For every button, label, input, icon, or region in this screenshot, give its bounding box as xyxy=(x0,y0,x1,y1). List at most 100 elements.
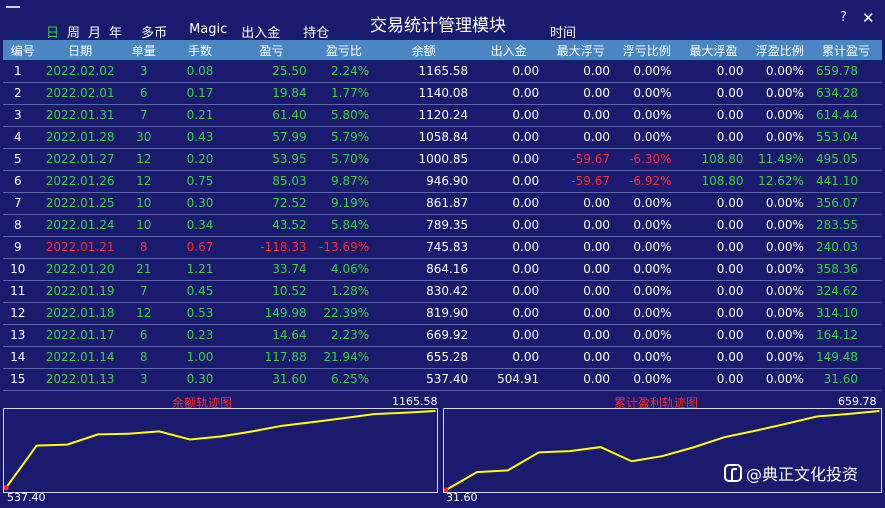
tab-deposit[interactable]: 出入金 xyxy=(241,26,281,41)
table-row[interactable]: 3 2022.01.31 7 0.21 61.40 5.80% 1120.24 0.00 0.0… xyxy=(3,104,882,127)
table-row[interactable]: 1 2022.02.02 3 0.08 25.50 2.24% 1165.58 0.00 0.0… xyxy=(3,60,882,83)
row-orders: 8 xyxy=(117,236,170,259)
time-label[interactable]: 时间 xyxy=(550,26,577,41)
row-max-float-gain: 0.00 xyxy=(677,126,750,149)
table-row[interactable]: 4 2022.01.28 30 0.43 57.99 5.79% 1058.84 0.00 0.… xyxy=(3,126,882,149)
row-max-float-loss: -59.67 xyxy=(545,148,617,171)
start-marker xyxy=(443,487,449,493)
row-lots: 0.23 xyxy=(169,324,231,347)
col-header-float-loss-ratio[interactable]: 浮亏比例 xyxy=(616,40,678,60)
table-row[interactable]: 9 2022.01.21 8 0.67 -118.33 -13.69% 745.83 0.00… xyxy=(3,236,882,259)
table-row[interactable]: 13 2022.01.17 6 0.23 14.64 2.23% 669.92 0.00 0.0… xyxy=(3,324,882,347)
row-id: 10 xyxy=(3,258,43,281)
balance-chart xyxy=(3,408,438,493)
row-date: 2022.01.25 xyxy=(42,192,118,215)
col-header-pnl-ratio[interactable]: 盈亏比 xyxy=(312,40,376,60)
row-pnl-ratio: 5.80% xyxy=(312,104,376,127)
table-row[interactable]: 14 2022.01.14 8 1.00 117.88 21.94% 655.28 0.00 0… xyxy=(3,346,882,369)
col-header-cum-pnl[interactable]: 累计盈亏 xyxy=(809,40,882,60)
row-float-loss-ratio: 0.00% xyxy=(616,126,678,149)
minimize-icon[interactable] xyxy=(6,6,20,8)
data-point xyxy=(599,446,602,448)
row-balance: 864.16 xyxy=(375,258,473,281)
table-row[interactable]: 7 2022.01.25 10 0.30 72.52 9.19% 861.87 0.00 0.0… xyxy=(3,192,882,215)
row-cum-pnl: 31.60 xyxy=(809,368,882,391)
row-orders: 3 xyxy=(117,60,170,83)
row-lots: 0.53 xyxy=(169,302,231,325)
table-row[interactable]: 8 2022.01.24 10 0.34 43.52 5.84% 789.35 0.00 0.0… xyxy=(3,214,882,237)
row-deposit: 504.91 xyxy=(472,368,546,391)
close-icon[interactable]: ✕ xyxy=(862,9,875,27)
row-lots: 0.45 xyxy=(169,280,231,303)
data-point xyxy=(661,455,664,457)
row-orders: 12 xyxy=(117,148,170,171)
row-max-float-gain: 0.00 xyxy=(677,368,750,391)
title-bar: 日 周 月 年 多币 Magic 出入金 持仓 交易统计管理模块 时间 ? ✕ xyxy=(0,0,885,41)
row-float-gain-ratio: 0.00% xyxy=(749,104,810,127)
tab-day[interactable]: 日 xyxy=(46,26,60,41)
data-point xyxy=(219,435,222,438)
row-max-float-gain: 108.80 xyxy=(677,148,750,171)
row-pnl-ratio: 21.94% xyxy=(312,346,376,369)
row-pnl: 72.52 xyxy=(230,192,313,215)
row-deposit: 0.00 xyxy=(472,236,546,259)
tab-year[interactable]: 年 xyxy=(109,26,123,41)
col-header-float-gain-ratio[interactable]: 浮盈比例 xyxy=(749,40,810,60)
col-header-max-float-gain[interactable]: 最大浮盈 xyxy=(677,40,750,60)
row-orders: 30 xyxy=(117,126,170,149)
row-float-gain-ratio: 0.00% xyxy=(749,302,810,325)
row-max-float-gain: 0.00 xyxy=(677,324,750,347)
col-header-deposit[interactable]: 出入金 xyxy=(472,40,546,60)
tab-month[interactable]: 月 xyxy=(88,26,102,41)
col-header-max-float-loss[interactable]: 最大浮亏 xyxy=(545,40,617,60)
row-cum-pnl: 358.36 xyxy=(809,258,882,281)
row-orders: 21 xyxy=(117,258,170,281)
table-row[interactable]: 11 2022.01.19 7 0.45 10.52 1.28% 830.42 0.00 0.0… xyxy=(3,280,882,303)
table-row[interactable]: 10 2022.01.20 21 1.21 33.74 4.06% 864.16 0.00 0.… xyxy=(3,258,882,281)
row-float-loss-ratio: 0.00% xyxy=(616,192,678,215)
row-balance: 1120.24 xyxy=(375,104,473,127)
table-row[interactable]: 12 2022.01.18 12 0.53 149.98 22.39% 819.90 0.00… xyxy=(3,302,882,325)
row-lots: 0.67 xyxy=(169,236,231,259)
tab-positions[interactable]: 持仓 xyxy=(303,26,330,41)
row-max-float-gain: 0.00 xyxy=(677,60,750,83)
help-icon[interactable]: ? xyxy=(840,10,847,25)
col-header-lots[interactable]: 手数 xyxy=(169,40,231,60)
table-row[interactable]: 6 2022.01.26 12 0.75 85.03 9.87% 946.90 0.00 -59… xyxy=(3,170,882,193)
tab-week[interactable]: 周 xyxy=(67,26,81,41)
table-body: 1 2022.02.02 3 0.08 25.50 2.24% 1165.58 0.00 0.0… xyxy=(3,60,882,391)
row-pnl-ratio: 4.06% xyxy=(312,258,376,281)
row-float-gain-ratio: 0.00% xyxy=(749,280,810,303)
row-id: 4 xyxy=(3,126,43,149)
col-header-date[interactable]: 日期 xyxy=(42,40,118,60)
table-row[interactable]: 15 2022.01.13 3 0.30 31.60 6.25% 537.40 504.91 0… xyxy=(3,368,882,391)
row-id: 13 xyxy=(3,324,43,347)
stats-table: 编号 日期 单量 手数 盈亏 盈亏比 余额 出入金 最大浮亏 浮亏比例 最大浮盈… xyxy=(3,40,882,391)
tab-multi-currency[interactable]: 多币 xyxy=(141,26,168,41)
row-deposit: 0.00 xyxy=(472,192,546,215)
row-pnl: 53.95 xyxy=(230,148,313,171)
row-date: 2022.01.24 xyxy=(42,214,118,237)
row-float-gain-ratio: 0.00% xyxy=(749,236,810,259)
row-pnl: 149.98 xyxy=(230,302,313,325)
tab-magic[interactable]: Magic xyxy=(189,22,228,37)
table-row[interactable]: 2 2022.02.01 6 0.17 19.84 1.77% 1140.08 0.00 0.0… xyxy=(3,82,882,105)
table-row[interactable]: 5 2022.01.27 12 0.20 53.95 5.70% 1000.85 0.00 -5… xyxy=(3,148,882,171)
data-point xyxy=(878,410,880,412)
col-header-orders[interactable]: 单量 xyxy=(117,40,170,60)
data-point xyxy=(476,471,478,473)
row-balance: 1165.58 xyxy=(375,60,473,83)
col-header-balance[interactable]: 余额 xyxy=(375,40,473,60)
watermark: @典正文化投资 xyxy=(724,461,858,485)
row-balance: 1058.84 xyxy=(375,126,473,149)
col-header-id[interactable]: 编号 xyxy=(3,40,43,60)
data-point xyxy=(754,429,757,432)
watermark-text: @典正文化投资 xyxy=(746,465,859,484)
col-header-pnl[interactable]: 盈亏 xyxy=(230,40,313,60)
row-deposit: 0.00 xyxy=(472,170,546,193)
data-point xyxy=(35,444,38,447)
row-deposit: 0.00 xyxy=(472,214,546,237)
row-max-float-loss: 0.00 xyxy=(545,192,617,215)
row-date: 2022.01.28 xyxy=(42,126,118,149)
row-balance: 1000.85 xyxy=(375,148,473,171)
